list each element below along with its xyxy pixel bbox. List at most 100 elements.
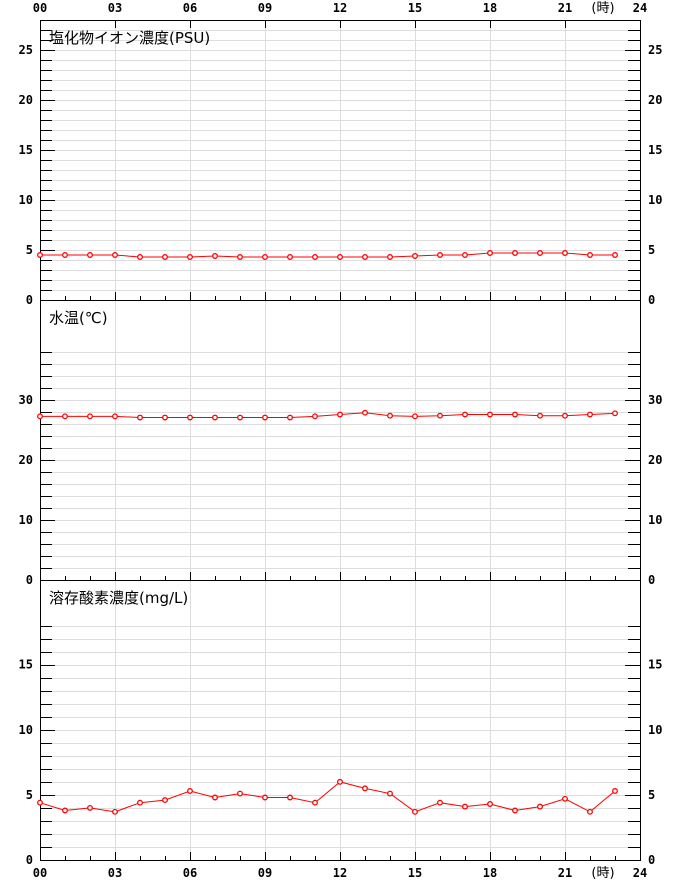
data-point [87, 413, 93, 420]
data-point [337, 254, 343, 260]
x-unit-label: (時) [591, 866, 614, 880]
data-point [562, 250, 568, 256]
series-line [40, 252, 615, 258]
y-tick-label-right: 10 [648, 723, 662, 737]
y-tick-label-right: 25 [648, 43, 662, 57]
data-point [137, 799, 143, 806]
y-tick-label-right: 20 [648, 93, 662, 107]
y-tick-label-left: 10 [19, 513, 33, 527]
x-tick-label-bottom: 00 [33, 866, 47, 880]
x-tick-label-bottom: 21 [558, 866, 572, 880]
y-tick-label-left: 0 [26, 293, 33, 307]
data-point [237, 790, 243, 797]
y-tick-label-left: 5 [26, 788, 33, 802]
data-point [187, 414, 193, 421]
y-tick-label-left: 15 [19, 658, 33, 672]
data-point [512, 250, 518, 256]
y-tick-label-left: 20 [19, 453, 33, 467]
x-tick-label-bottom: 18 [483, 866, 497, 880]
y-tick-label-left: 0 [26, 573, 33, 587]
y-tick-label-right: 5 [648, 788, 655, 802]
data-point [537, 803, 543, 810]
data-point [387, 412, 393, 419]
data-point [362, 785, 368, 792]
y-tick-label-left: 10 [19, 723, 33, 737]
data-point [237, 414, 243, 421]
x-unit-label: (時) [591, 1, 614, 16]
data-point [112, 413, 118, 420]
data-point [612, 252, 618, 258]
panel-title: 水温(℃) [49, 309, 108, 327]
axes-layer [40, 20, 641, 861]
y-tick-label-right: 10 [648, 193, 662, 207]
y-tick-label-left: 30 [19, 393, 33, 407]
data-point [162, 254, 168, 260]
data-point [87, 804, 93, 811]
y-tick-label-right: 5 [648, 243, 655, 257]
x-tick-label-top: 09 [258, 1, 272, 15]
y-tick-label-right: 15 [648, 658, 662, 672]
y-tick-label-right: 20 [648, 453, 662, 467]
data-point [337, 411, 343, 418]
data-point [412, 413, 418, 420]
data-point [237, 254, 243, 260]
y-tick-label-right: 0 [648, 853, 655, 867]
x-tick-label-bottom: 09 [258, 866, 272, 880]
data-point [62, 807, 68, 814]
data-point [287, 794, 293, 801]
data-point [62, 413, 68, 420]
data-point [462, 803, 468, 810]
data-point [562, 412, 568, 419]
data-point [287, 414, 293, 421]
x-tick-label-top: 24 [633, 1, 647, 15]
panel-title: 塩化物イオン濃度(PSU) [49, 29, 210, 47]
y-tick-label-left: 10 [19, 193, 33, 207]
data-point [512, 411, 518, 418]
data-point [162, 797, 168, 804]
data-point [562, 795, 568, 802]
data-point [187, 788, 193, 794]
data-point [387, 790, 393, 797]
data-point [212, 794, 218, 801]
data-point [437, 412, 443, 419]
x-tick-label-top: 03 [108, 1, 122, 15]
data-point [187, 254, 193, 260]
x-tick-label-top: 18 [483, 1, 497, 15]
x-tick-label-top: 15 [408, 1, 422, 15]
data-point [287, 254, 293, 260]
data-point [137, 254, 143, 260]
x-tick-label-top: 00 [33, 1, 47, 15]
data-point [587, 808, 593, 815]
data-point [462, 411, 468, 418]
series-line [39, 781, 616, 813]
series-layer [37, 250, 618, 815]
panel-title: 溶存酸素濃度(mg/L) [49, 589, 188, 607]
y-tick-label-right: 0 [648, 293, 655, 307]
x-tick-label-top: 21 [558, 1, 572, 15]
data-point [262, 794, 268, 801]
data-point [212, 253, 218, 259]
x-tick-label-top: 06 [183, 1, 197, 15]
panel-frame [40, 580, 641, 861]
data-point [37, 413, 43, 420]
data-point [437, 252, 443, 258]
data-point [162, 414, 168, 421]
x-tick-label-bottom: 03 [108, 866, 122, 880]
y-tick-label-left: 25 [19, 43, 33, 57]
data-point [312, 413, 318, 420]
data-point [37, 799, 43, 806]
data-point [112, 252, 118, 258]
x-tick-label-bottom: 24 [633, 866, 647, 880]
y-tick-label-right: 0 [648, 573, 655, 587]
data-point [387, 254, 393, 260]
data-point [487, 250, 493, 256]
y-tick-label-left: 5 [26, 243, 33, 257]
data-point [412, 808, 418, 815]
data-point [487, 411, 493, 418]
data-point [112, 808, 118, 815]
x-tick-label-bottom: 06 [183, 866, 197, 880]
data-point [512, 807, 518, 814]
y-tick-label-left: 15 [19, 143, 33, 157]
